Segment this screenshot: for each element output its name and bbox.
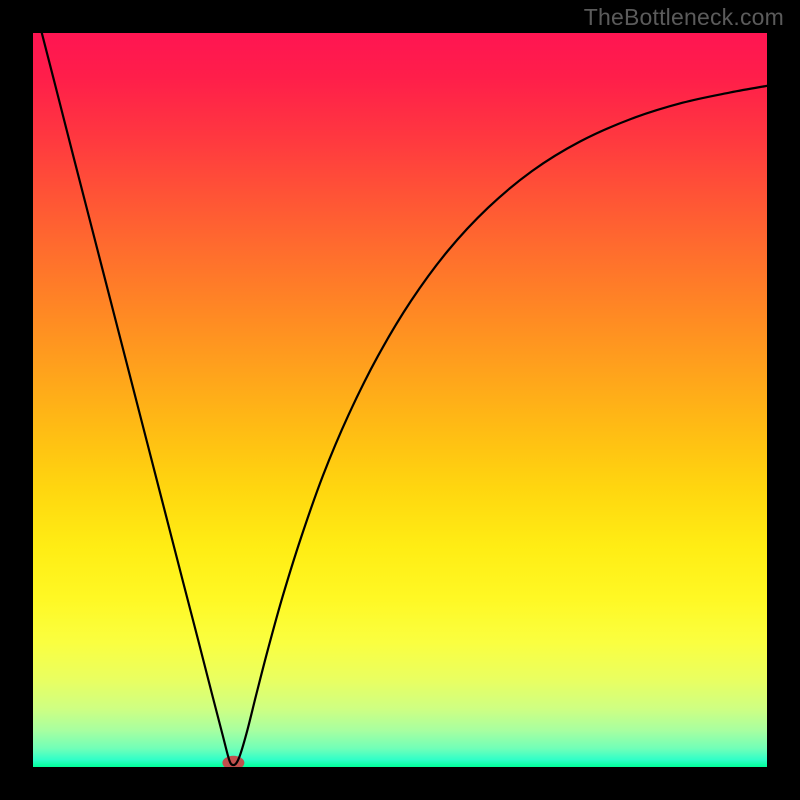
bottleneck-curve: [42, 33, 767, 765]
chart-container: TheBottleneck.com: [0, 0, 800, 800]
plot-svg: [0, 0, 800, 800]
watermark: TheBottleneck.com: [584, 4, 784, 31]
minimum-marker: [222, 756, 244, 770]
